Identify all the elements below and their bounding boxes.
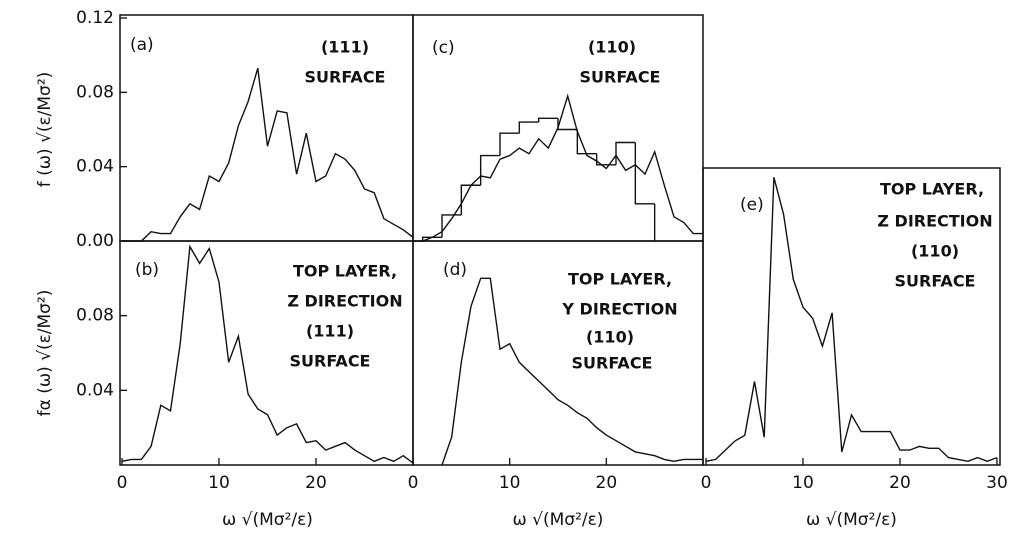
panel-label: (c) bbox=[432, 38, 455, 58]
y-tick-label: 0.08 bbox=[76, 306, 114, 326]
x-axis-label: ω √(Mσ²/ε) bbox=[222, 510, 313, 530]
annotation: (110) bbox=[588, 38, 636, 57]
histogram-step bbox=[499, 132, 520, 156]
y-tick-label: 0.04 bbox=[76, 380, 114, 400]
histogram-step bbox=[421, 236, 442, 241]
annotation: (111) bbox=[306, 322, 354, 341]
annotation: TOP LAYER, bbox=[880, 180, 984, 199]
x-tick-label: 20 bbox=[889, 473, 911, 493]
histogram-step bbox=[441, 214, 462, 238]
data-line bbox=[705, 177, 998, 463]
histogram-step bbox=[479, 154, 500, 186]
x-tick-label: 20 bbox=[305, 473, 327, 493]
y-axis-label: f (ω) √(ε/Mσ²) bbox=[35, 72, 55, 188]
x-axis-label: ω √(Mσ²/ε) bbox=[513, 510, 604, 530]
annotation: Z DIRECTION bbox=[287, 292, 402, 311]
histogram-step bbox=[595, 153, 616, 166]
annotation: Z DIRECTION bbox=[877, 212, 992, 231]
data-line bbox=[121, 244, 414, 464]
annotation: SURFACE bbox=[895, 272, 976, 291]
x-tick-label: 10 bbox=[792, 473, 814, 493]
data-line bbox=[441, 277, 703, 466]
y-axis-label: fα (ω) √(ε/Mσ²) bbox=[35, 290, 55, 417]
annotation: SURFACE bbox=[580, 68, 661, 87]
y-tick-label: 0.04 bbox=[76, 157, 114, 177]
panel-frame bbox=[702, 167, 1001, 466]
histogram-step bbox=[576, 129, 597, 155]
annotation: SURFACE bbox=[572, 354, 653, 373]
x-tick-label: 0 bbox=[408, 473, 419, 493]
panel-label: (d) bbox=[443, 260, 467, 280]
y-tick-label: 0.00 bbox=[76, 231, 114, 251]
histogram-step bbox=[634, 142, 655, 205]
x-tick-label: 30 bbox=[986, 473, 1008, 493]
annotation: (110) bbox=[911, 242, 959, 261]
histogram-step bbox=[537, 117, 558, 123]
annotation: SURFACE bbox=[290, 352, 371, 371]
panel-frame bbox=[119, 14, 414, 242]
annotation: SURFACE bbox=[305, 68, 386, 87]
panel-label: (b) bbox=[135, 260, 159, 280]
x-tick-label: 20 bbox=[596, 473, 618, 493]
x-tick-label: 10 bbox=[208, 473, 230, 493]
annotation: (111) bbox=[321, 38, 369, 57]
panel-label: (e) bbox=[740, 195, 764, 215]
annotation: TOP LAYER, bbox=[293, 262, 397, 281]
histogram-step bbox=[460, 184, 481, 215]
annotation: TOP LAYER, bbox=[568, 270, 672, 289]
annotation: (110) bbox=[586, 328, 634, 347]
x-tick-label: 0 bbox=[117, 473, 128, 493]
y-tick-label: 0.12 bbox=[76, 8, 114, 28]
annotation: Y DIRECTION bbox=[561, 300, 677, 319]
histogram-step bbox=[518, 121, 539, 134]
data-line bbox=[122, 68, 414, 242]
x-tick-label: 0 bbox=[701, 473, 712, 493]
x-axis-label: ω √(Mσ²/ε) bbox=[806, 510, 897, 530]
histogram-step bbox=[615, 141, 636, 165]
histogram-step bbox=[557, 118, 578, 131]
panel-label: (a) bbox=[130, 35, 154, 55]
x-tick-label: 10 bbox=[499, 473, 521, 493]
y-tick-label: 0.08 bbox=[76, 82, 114, 102]
